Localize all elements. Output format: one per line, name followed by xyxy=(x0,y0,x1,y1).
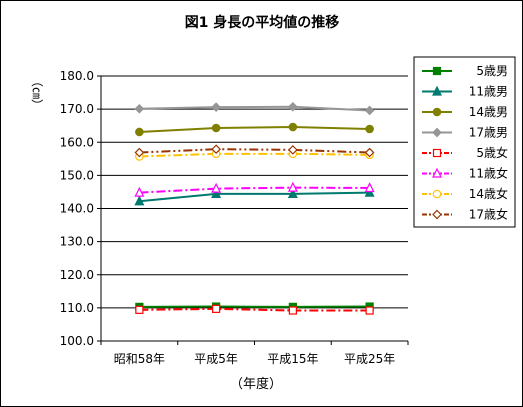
legend-label: 14歳男 xyxy=(469,105,508,119)
y-tick-label: 150.0 xyxy=(60,168,94,182)
data-point xyxy=(287,181,298,192)
legend-label: 11歳男 xyxy=(469,85,508,99)
legend: 5歳男 11歳男 14歳男 17歳男 5歳女 11歳女 14歳女 17歳女 xyxy=(413,56,516,228)
data-point xyxy=(134,195,145,206)
legend-label: 17歳女 xyxy=(469,207,508,222)
y-tick-label: 130.0 xyxy=(60,235,94,249)
data-point xyxy=(212,304,221,313)
data-point xyxy=(211,123,221,133)
series-line xyxy=(139,186,370,194)
data-point xyxy=(287,188,298,199)
legend-label: 5歳女 xyxy=(476,145,508,160)
legend-label: 11歳女 xyxy=(469,166,508,181)
data-point xyxy=(135,127,144,137)
legend-marker xyxy=(432,189,442,199)
y-tick-label: 120.0 xyxy=(60,268,94,282)
legend-box xyxy=(413,56,516,228)
y-tick-label: 160.0 xyxy=(60,135,94,149)
y-tick-label: 100.0 xyxy=(60,334,94,348)
legend-marker xyxy=(432,148,442,158)
y-axis-label: （㎝） xyxy=(30,75,44,111)
data-point xyxy=(211,102,221,112)
series-line xyxy=(139,307,370,312)
series-line xyxy=(139,191,370,203)
data-point xyxy=(288,122,298,132)
legend-label: 14歳女 xyxy=(469,186,508,201)
data-point xyxy=(211,188,222,199)
x-tick-label: 平成5年 xyxy=(194,352,238,366)
data-point xyxy=(365,306,374,315)
x-axis-label: （年度） xyxy=(230,376,282,392)
legend-marker xyxy=(432,167,442,178)
data-point xyxy=(364,147,375,158)
y-tick-label: 140.0 xyxy=(60,202,94,216)
legend-label: 5歳男 xyxy=(476,64,508,78)
chart-title: 図1 身長の平均値の推移 xyxy=(185,14,340,31)
data-point xyxy=(134,103,145,114)
series-line xyxy=(139,126,370,133)
legend-marker xyxy=(432,66,442,76)
x-tick-label: 昭和58年 xyxy=(114,352,165,366)
legend-marker xyxy=(432,127,442,138)
y-tick-label: 180.0 xyxy=(60,69,94,83)
plot-area: 100.0 110.0 120.0 130.0 140.0 150.0 160.0 170.0… xyxy=(60,69,409,366)
data-point xyxy=(365,124,374,134)
data-point xyxy=(211,182,222,193)
data-point xyxy=(364,186,375,197)
data-point xyxy=(288,101,298,112)
y-tick-label: 110.0 xyxy=(60,301,94,315)
series-line xyxy=(139,152,370,158)
legend-marker xyxy=(432,107,442,117)
series-line xyxy=(139,105,370,112)
legend-label: 17歳男 xyxy=(469,126,508,140)
data-point xyxy=(364,182,375,193)
legend-marker xyxy=(432,85,442,96)
legend-marker xyxy=(432,209,442,220)
y-tick-label: 170.0 xyxy=(60,102,94,116)
data-point xyxy=(211,144,221,155)
data-point xyxy=(288,145,298,155)
data-point xyxy=(135,305,144,314)
data-point xyxy=(364,105,375,116)
x-tick-label: 平成15年 xyxy=(267,352,318,366)
data-point xyxy=(288,306,297,315)
data-point xyxy=(134,147,145,158)
data-point xyxy=(134,186,145,197)
series-line xyxy=(139,148,370,154)
x-tick-label: 平成25年 xyxy=(344,352,395,366)
